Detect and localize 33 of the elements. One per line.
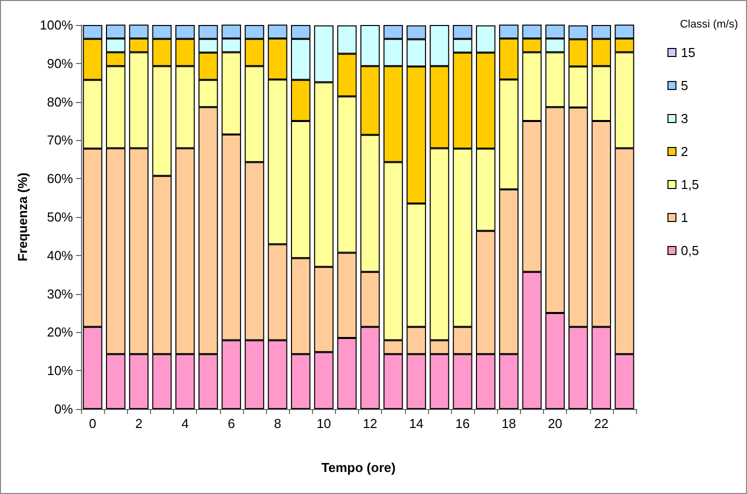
- legend-label: 15: [680, 45, 696, 60]
- y-tick-label: 50%: [46, 210, 74, 224]
- x-tick-label: 0: [88, 416, 96, 431]
- x-tick-label: 20: [548, 416, 562, 431]
- x-tick-label: 22: [594, 416, 609, 431]
- legend-label: 5: [680, 78, 688, 93]
- y-tick-label: 80%: [46, 94, 74, 110]
- x-tick-label: 16: [455, 416, 470, 431]
- legend-label: 0,5: [680, 243, 700, 258]
- y-tick-label: 0%: [54, 402, 74, 416]
- x-tick-label: 10: [316, 416, 332, 431]
- x-tick-label: 4: [181, 416, 189, 431]
- legend-title: Classi (m/s): [680, 18, 738, 30]
- legend-label: 2: [680, 144, 688, 159]
- x-axis-title: Tempo (ore): [321, 460, 396, 475]
- y-axis-title: Frequenza (%): [14, 172, 30, 262]
- x-tick-label: 8: [274, 416, 282, 431]
- legend-label: 1,5: [680, 177, 700, 192]
- y-tick-label: 40%: [46, 248, 74, 263]
- y-tick-label: 100%: [40, 18, 74, 32]
- x-tick-label: 2: [135, 416, 142, 431]
- legend-label: 1: [680, 210, 688, 225]
- x-tick-label: 6: [228, 416, 235, 431]
- y-tick-label: 10%: [46, 363, 74, 378]
- x-tick-label: 18: [502, 416, 516, 431]
- y-tick-label: 60%: [46, 171, 74, 186]
- y-tick-label: 20%: [46, 324, 74, 340]
- legend-label: 3: [680, 111, 688, 126]
- y-tick-label: 90%: [46, 56, 74, 71]
- y-tick-label: 30%: [46, 286, 74, 302]
- x-tick-label: 12: [362, 416, 378, 431]
- x-tick-label: 14: [409, 416, 424, 431]
- y-tick-label: 70%: [46, 132, 74, 148]
